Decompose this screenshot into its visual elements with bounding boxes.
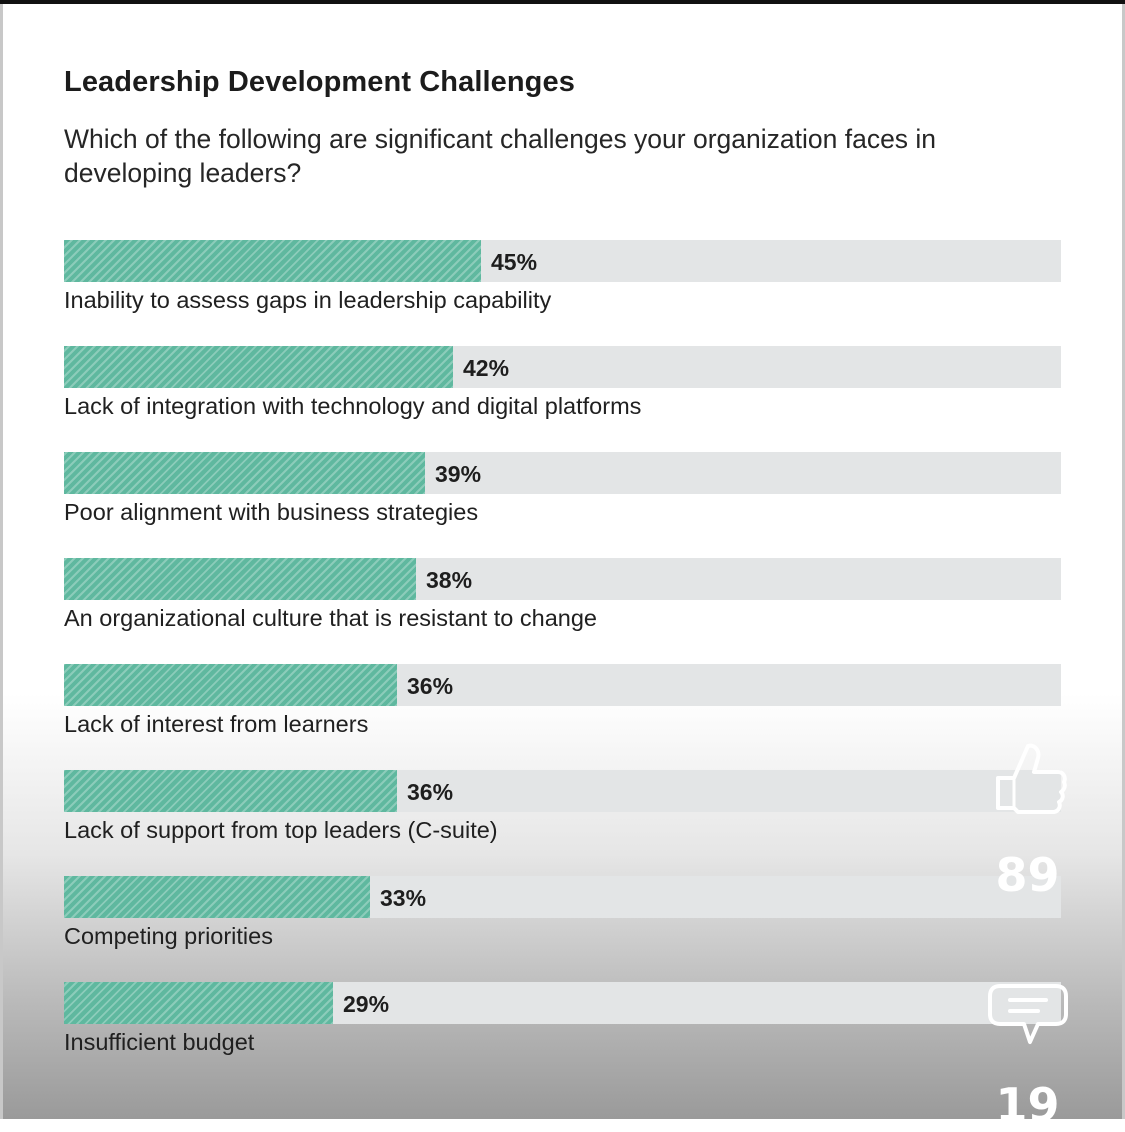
bar-track (64, 982, 1061, 1024)
bar (64, 664, 397, 706)
bar-track (64, 346, 1061, 388)
top-border (0, 0, 1125, 4)
comment-count: 19 (995, 1078, 1060, 1132)
comment-bubble-icon[interactable] (986, 980, 1070, 1048)
left-edge (0, 4, 3, 1119)
bar-track (64, 558, 1061, 600)
bar-category-label: Poor alignment with business strategies (64, 499, 479, 525)
chart-subtitle: Which of the following are significant c… (64, 124, 937, 188)
bar-track (64, 876, 1061, 918)
bar-value-label: 45% (491, 249, 538, 275)
bar-row: 45% Inability to assess gaps in leadershi… (64, 240, 1061, 320)
bar-value-label: 39% (435, 461, 482, 487)
bar (64, 982, 333, 1024)
bar-value-label: 29% (343, 991, 390, 1017)
bar-category-label: Lack of support from top leaders (C-suit… (64, 817, 498, 843)
bar (64, 876, 370, 918)
like-count: 89 (995, 848, 1060, 902)
bar-row: 36% Lack of interest from learners (64, 664, 1061, 744)
bar (64, 346, 453, 388)
bar (64, 558, 416, 600)
bar-category-label: Lack of integration with technology and … (64, 393, 642, 419)
bar-value-label: 36% (407, 779, 454, 805)
bar-track (64, 240, 1061, 282)
bar-value-label: 38% (426, 567, 473, 593)
bar-track (64, 770, 1061, 812)
bar-row: 38% An organizational culture that is res… (64, 558, 1061, 638)
bar-row: 39% Poor alignment with business strategi… (64, 452, 1061, 532)
bar-category-label: Lack of interest from learners (64, 711, 369, 737)
bar-track (64, 452, 1061, 494)
bar (64, 770, 397, 812)
right-edge (1122, 4, 1125, 1119)
chart-title: Leadership Development Challenges (64, 66, 575, 98)
bar-row: 42% Lack of integration with technology a… (64, 346, 1061, 426)
bar-value-label: 36% (407, 673, 454, 699)
bar (64, 240, 481, 282)
bar-category-label: Insufficient budget (64, 1029, 255, 1055)
bar-row: 33% Competing priorities (64, 876, 1061, 956)
bar-row: 29% Insufficient budget (64, 982, 1061, 1062)
bar (64, 452, 425, 494)
bar-category-label: Inability to assess gaps in leadership c… (64, 287, 552, 313)
bar-track (64, 664, 1061, 706)
bar-row: 36% Lack of support from top leaders (C-s… (64, 770, 1061, 850)
bar-category-label: An organizational culture that is resist… (64, 605, 597, 631)
bar-category-label: Competing priorities (64, 923, 273, 949)
thumbs-up-icon[interactable] (988, 740, 1068, 822)
bar-value-label: 33% (380, 885, 427, 911)
bar-value-label: 42% (463, 355, 510, 381)
